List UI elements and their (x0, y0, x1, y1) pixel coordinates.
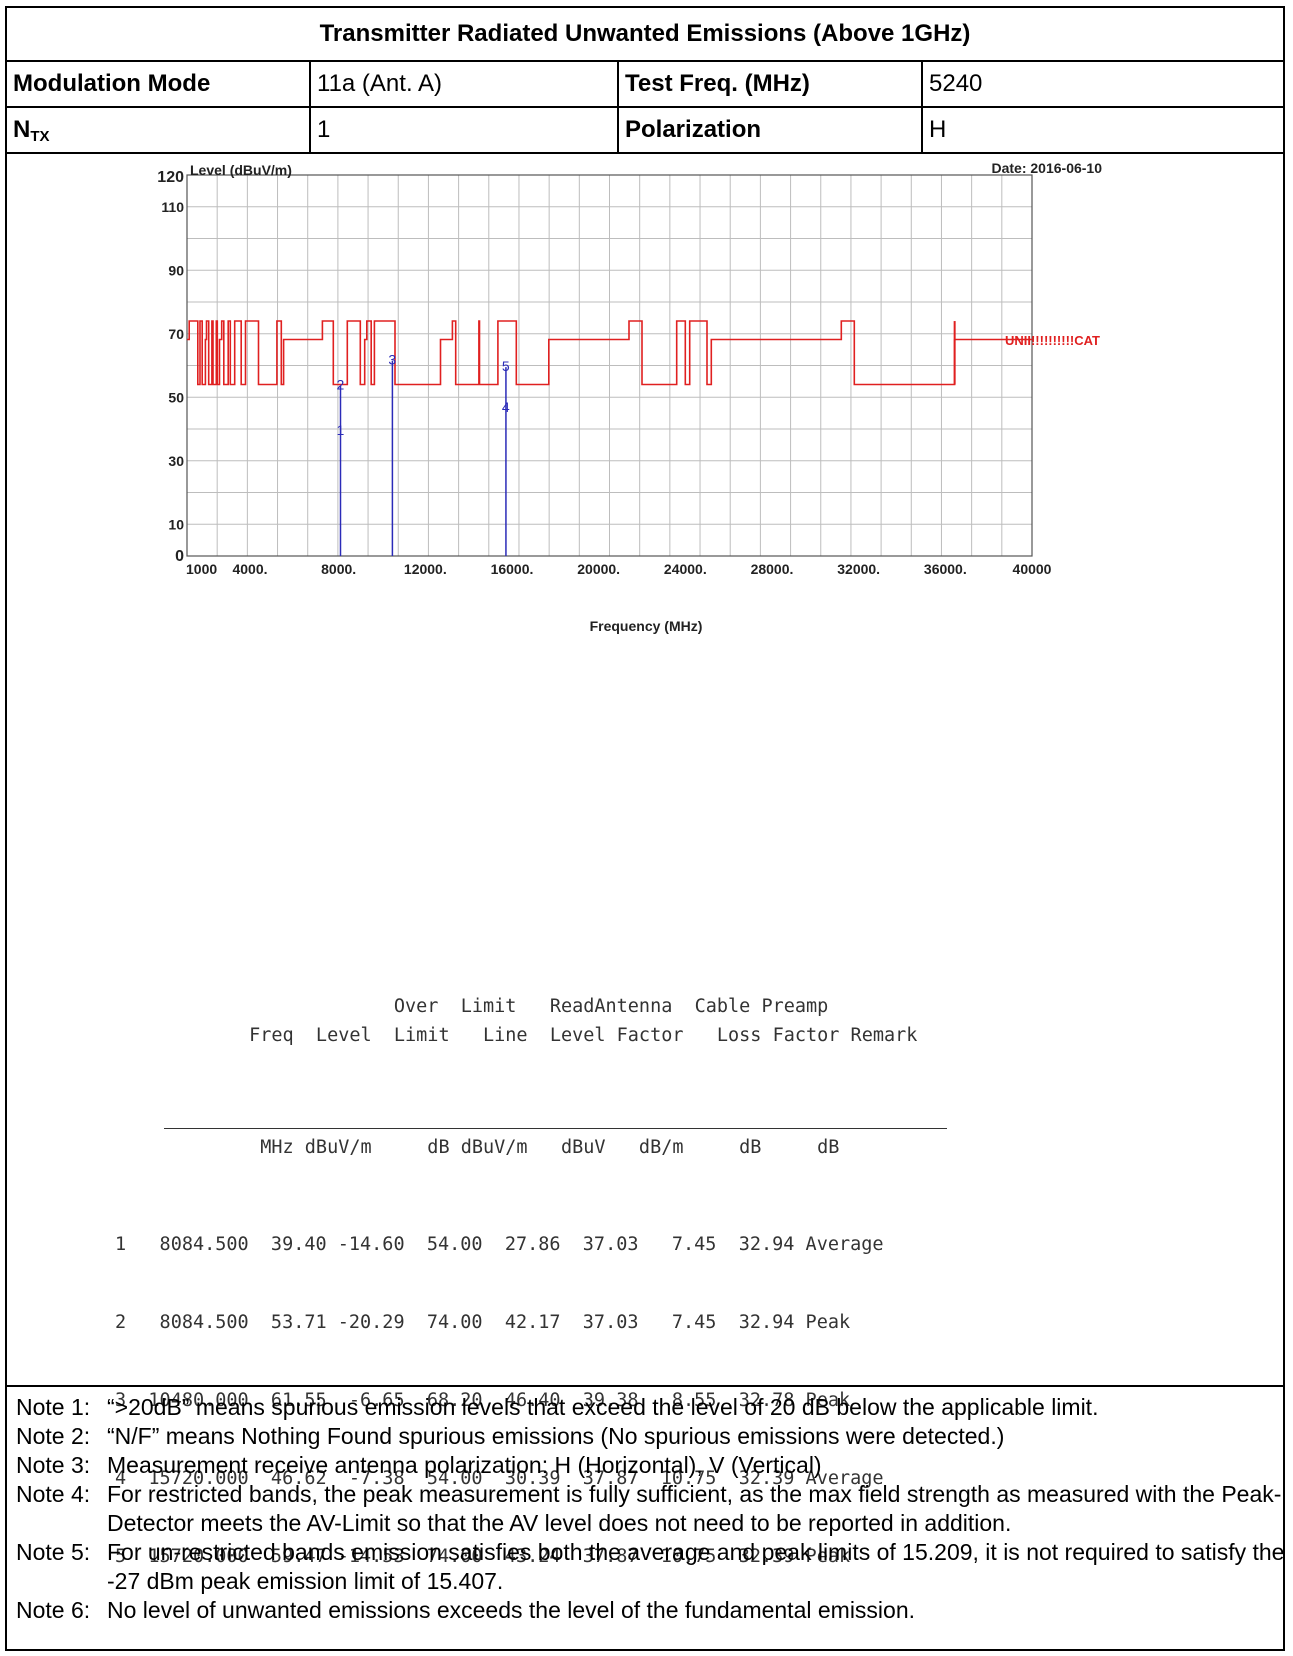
header-table: Transmitter Radiated Unwanted Emissions … (5, 6, 1285, 154)
test-freq-label: Test Freq. (MHz) (617, 60, 923, 108)
polarization-value: H (921, 106, 1285, 154)
ntx-value: 1 (309, 106, 619, 154)
y-tick-label: 110 (161, 199, 184, 215)
note-6: Note 6: No level of unwanted emissions ex… (16, 1596, 1285, 1625)
table-header: Over Limit ReadAntenna Cable Preamp Freq… (160, 992, 917, 1050)
marker-label: 2 (336, 376, 344, 392)
x-tick-label: 40000 (1013, 561, 1052, 577)
limit-series (187, 320, 1032, 386)
note-label: Note 3: (16, 1452, 91, 1478)
table-row: 5 15720.000 59.47 -14.53 74.00 43.24 37.… (115, 1546, 851, 1567)
measurement-rows: 1 8084.500 39.40 -14.60 54.00 27.86 37.0… (115, 1180, 884, 1596)
table-rule (164, 1128, 947, 1129)
limit-line-label: UNII!!!!!!!!!!CAT (1005, 333, 1100, 348)
y-tick-label: 10 (168, 516, 184, 532)
polarization-label: Polarization (617, 106, 923, 154)
x-tick-label: 36000. (924, 561, 967, 577)
x-tick-label: 16000. (491, 561, 534, 577)
note-text: “N/F” means Nothing Found spurious emiss… (107, 1423, 1005, 1449)
x-tick-label: 12000. (404, 561, 447, 577)
note-text: For un-restricted bands emission satisfi… (107, 1539, 1285, 1594)
y-tick-label: 50 (168, 389, 184, 405)
note-text: “>20dB” means spurious emission levels t… (107, 1394, 1099, 1420)
ntx-label-main: N (13, 115, 31, 143)
marker-label: 3 (388, 352, 396, 368)
marker-label: 5 (502, 358, 510, 374)
note-label: Note 1: (16, 1394, 91, 1420)
table-header-line-1: Over Limit ReadAntenna Cable Preamp (160, 996, 829, 1017)
ntx-label: NTX (5, 106, 311, 154)
marker-label: 1 (336, 422, 344, 438)
note-3: Note 3: Measurement receive antenna polar… (16, 1451, 1285, 1480)
y-tick-label: 0 (175, 548, 184, 565)
chart-ticks: 0 10 30 50 70 90 110 120 1000 4000. 8000. 12000. 160… (157, 169, 1051, 577)
y-tick-label: 120 (157, 169, 184, 186)
note-text: Measurement receive antenna polarization… (107, 1452, 822, 1478)
x-tick-label: 1000 (186, 561, 217, 577)
modulation-mode-label: Modulation Mode (5, 60, 311, 108)
limit-line (187, 320, 1032, 386)
x-axis-label: Frequency (MHz) (590, 618, 703, 634)
note-text: No level of unwanted emissions exceeds t… (107, 1597, 916, 1623)
y-tick-label: 70 (168, 326, 184, 342)
x-tick-label: 28000. (751, 561, 794, 577)
chart-grid (186, 174, 1033, 557)
x-tick-label: 32000. (837, 561, 880, 577)
note-text: For restricted bands, the peak measureme… (107, 1481, 1282, 1536)
table-header-line-2: Freq Level Limit Line Level Factor Loss … (160, 1025, 918, 1046)
note-label: Note 2: (16, 1423, 91, 1449)
note-4: Note 4: For restricted bands, the peak me… (16, 1480, 1285, 1538)
table-row: 1 8084.500 39.40 -14.60 54.00 27.86 37.0… (115, 1234, 884, 1255)
emission-markers: 1 2 3 4 5 (336, 352, 510, 556)
note-label: Note 5: (16, 1539, 91, 1565)
note-5: Note 5: For un-restricted bands emission … (16, 1538, 1285, 1596)
y-axis-label: Level (dBuV/m) (190, 162, 292, 178)
ntx-label-sub: TX (30, 127, 50, 145)
y-tick-label: 90 (168, 262, 184, 278)
table-row: 3 10480.000 61.55 -6.65 68.20 46.40 39.3… (115, 1390, 851, 1411)
marker-label: 4 (502, 399, 510, 415)
chart-date: Date: 2016-06-10 (991, 160, 1102, 176)
test-freq-value: 5240 (921, 60, 1285, 108)
x-tick-label: 4000. (232, 561, 267, 577)
table-units: MHz dBuV/m dB dBuV/m dBuV dB/m dB dB (160, 1137, 840, 1158)
x-tick-label: 20000. (577, 561, 620, 577)
note-1: Note 1: “>20dB” means spurious emission l… (16, 1393, 1285, 1422)
report-title: Transmitter Radiated Unwanted Emissions … (5, 6, 1285, 62)
note-2: Note 2: “N/F” means Nothing Found spuriou… (16, 1422, 1285, 1451)
note-label: Note 4: (16, 1481, 91, 1507)
modulation-mode-value: 11a (Ant. A) (309, 60, 619, 108)
emissions-chart: 0 10 30 50 70 90 110 120 1000 4000. 8000. 12000. 160… (157, 160, 1102, 634)
table-row: 4 15720.000 46.62 -7.38 54.00 30.39 37.8… (115, 1468, 884, 1489)
y-tick-label: 30 (168, 453, 184, 469)
plot-border (186, 174, 1033, 557)
note-label: Note 6: (16, 1597, 91, 1623)
x-tick-label: 8000. (321, 561, 356, 577)
x-tick-label: 24000. (664, 561, 707, 577)
table-row: 2 8084.500 53.71 -20.29 74.00 42.17 37.0… (115, 1312, 851, 1333)
notes-section: Note 1: “>20dB” means spurious emission l… (5, 1385, 1285, 1625)
